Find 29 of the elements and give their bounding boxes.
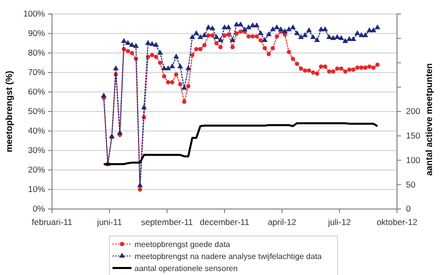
y-tick-label: 50% (28, 106, 46, 116)
y2-axis-title: aantal actieve meetpunten (424, 63, 434, 176)
x-tick-label: september-11 (141, 217, 194, 228)
y-tick-label: 70% (28, 67, 46, 78)
x-tick-label: februari-11 (32, 217, 73, 228)
y2-tick-label: 200 (406, 106, 420, 116)
y2-tick-label: 150 (406, 130, 420, 141)
y-tick-label: 40% (28, 126, 46, 136)
legend-label: meetopbrengst goede data (134, 240, 231, 249)
y-tick-label: 20% (28, 164, 46, 175)
y2-tick-label: 100 (406, 154, 420, 165)
x-tick-label: juli-12 (327, 217, 352, 228)
line-series (102, 122, 378, 166)
y-tick-label: 100% (23, 8, 46, 19)
x-tick-label: april-12 (268, 217, 296, 228)
x-tick-label: juni-11 (96, 217, 122, 228)
legend-label: aantal operationele sensoren (134, 264, 238, 273)
y-tick-label: 80% (28, 48, 46, 58)
y2-tick-label: 50 (406, 179, 416, 190)
y-tick-label: 0% (32, 204, 46, 214)
y-tick-label: 10% (28, 184, 46, 194)
legend-label: meetopbrengst na nadere analyse twijfelachtige data (134, 252, 322, 261)
x-tick-label: oktober-12 (376, 217, 418, 228)
x-tick-label: december-11 (200, 217, 250, 228)
y-axis-title: meetopbrengst (%) (4, 70, 14, 152)
y2-tick-label: 0 (406, 204, 411, 214)
y-tick-label: 60% (28, 86, 46, 97)
y-tick-label: 30% (28, 145, 46, 156)
y-tick-label: 90% (28, 28, 46, 38)
